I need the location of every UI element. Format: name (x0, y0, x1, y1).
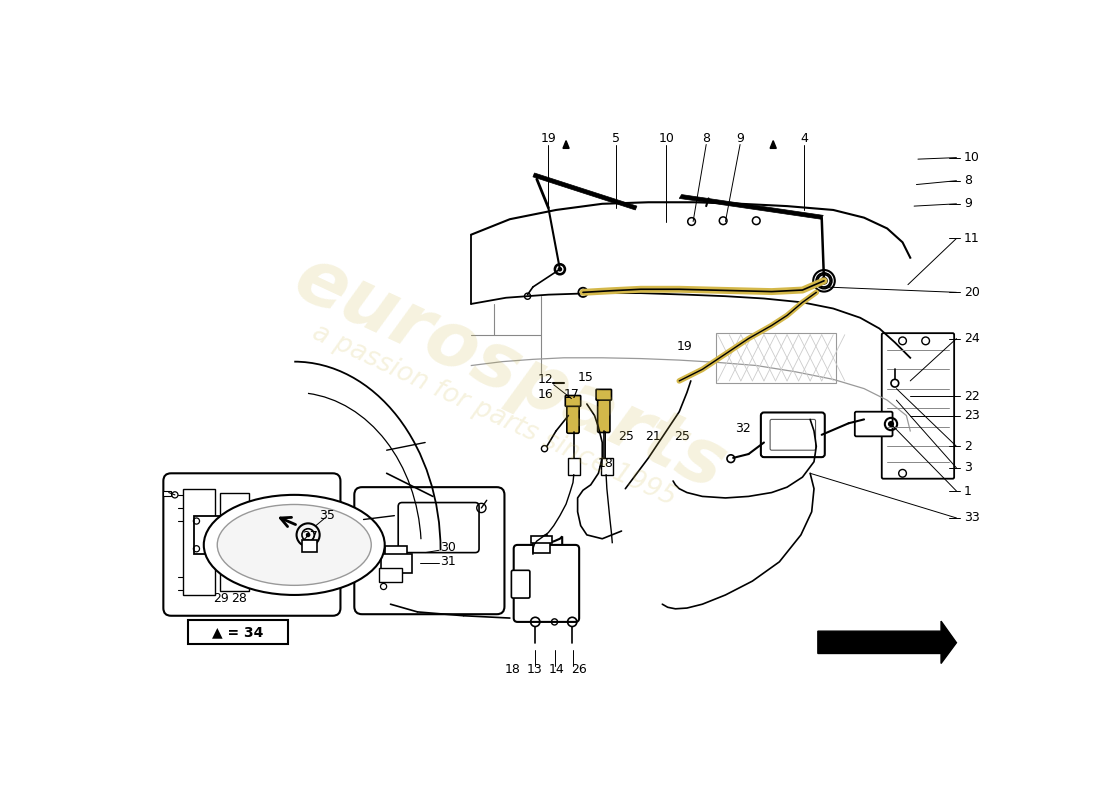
Text: 30: 30 (440, 542, 456, 554)
Text: 18: 18 (597, 457, 614, 470)
Circle shape (821, 278, 827, 284)
Text: 26: 26 (571, 663, 587, 676)
Bar (188, 619, 288, 644)
FancyBboxPatch shape (882, 333, 954, 478)
Bar (163, 491, 170, 496)
FancyBboxPatch shape (597, 394, 609, 433)
FancyBboxPatch shape (514, 545, 580, 622)
Text: 3: 3 (964, 462, 972, 474)
FancyBboxPatch shape (596, 390, 612, 400)
Text: 9: 9 (736, 132, 744, 145)
FancyBboxPatch shape (354, 487, 505, 614)
Text: 31: 31 (440, 555, 456, 568)
Bar (716, 333, 836, 383)
Text: 8: 8 (702, 132, 711, 145)
Circle shape (306, 533, 310, 538)
Text: eurosparts: eurosparts (283, 241, 737, 506)
Text: 13: 13 (527, 663, 542, 676)
Text: 4: 4 (800, 132, 807, 145)
Text: 11: 11 (964, 232, 980, 245)
FancyBboxPatch shape (565, 395, 581, 406)
Circle shape (821, 277, 828, 285)
Text: 19: 19 (676, 340, 693, 353)
Ellipse shape (204, 495, 385, 595)
Bar (195, 516, 234, 554)
Bar (601, 458, 613, 475)
Text: 15: 15 (578, 370, 593, 383)
Polygon shape (770, 141, 777, 148)
Bar (568, 458, 580, 475)
Text: a passion for parts since 1995: a passion for parts since 1995 (308, 319, 681, 511)
Text: 23: 23 (964, 409, 980, 422)
Text: 29: 29 (213, 592, 229, 606)
Ellipse shape (218, 505, 372, 586)
Text: 33: 33 (964, 511, 980, 525)
Bar (183, 489, 215, 595)
Text: 14: 14 (548, 663, 564, 676)
Text: 16: 16 (537, 388, 553, 402)
Text: 20: 20 (964, 286, 980, 299)
Text: 27: 27 (301, 530, 318, 543)
FancyBboxPatch shape (398, 502, 480, 553)
Text: 9: 9 (964, 198, 972, 210)
FancyBboxPatch shape (855, 412, 892, 436)
Text: 24: 24 (964, 332, 980, 345)
FancyBboxPatch shape (512, 570, 530, 598)
Text: 35: 35 (319, 509, 336, 522)
Text: 25: 25 (674, 430, 691, 443)
Text: 32: 32 (735, 422, 751, 435)
Bar (534, 538, 550, 553)
Circle shape (558, 267, 562, 271)
Text: 10: 10 (658, 132, 674, 145)
Bar (378, 568, 403, 582)
Bar (382, 554, 412, 574)
Polygon shape (539, 535, 562, 604)
Text: 1: 1 (964, 485, 972, 498)
Text: 19: 19 (540, 132, 557, 145)
Text: 28: 28 (231, 592, 246, 606)
Polygon shape (818, 621, 957, 663)
Bar (220, 493, 249, 591)
FancyBboxPatch shape (761, 413, 825, 457)
Text: 5: 5 (612, 132, 620, 145)
Bar (301, 540, 318, 552)
Text: 18: 18 (504, 663, 520, 676)
FancyBboxPatch shape (770, 419, 815, 450)
Text: 2: 2 (964, 440, 972, 453)
Circle shape (888, 421, 894, 427)
Text: 21: 21 (646, 430, 661, 443)
Text: 8: 8 (964, 174, 972, 187)
Text: 22: 22 (964, 390, 980, 403)
Text: 25: 25 (618, 430, 634, 443)
Bar (385, 546, 407, 563)
Text: 12: 12 (537, 373, 553, 386)
Text: 17: 17 (563, 388, 580, 402)
Text: ▲ = 34: ▲ = 34 (212, 625, 264, 639)
Text: 10: 10 (964, 151, 980, 164)
Bar (530, 537, 552, 542)
FancyBboxPatch shape (566, 401, 580, 434)
Polygon shape (563, 141, 569, 148)
Polygon shape (680, 194, 823, 219)
FancyBboxPatch shape (163, 474, 341, 616)
Polygon shape (534, 173, 637, 210)
